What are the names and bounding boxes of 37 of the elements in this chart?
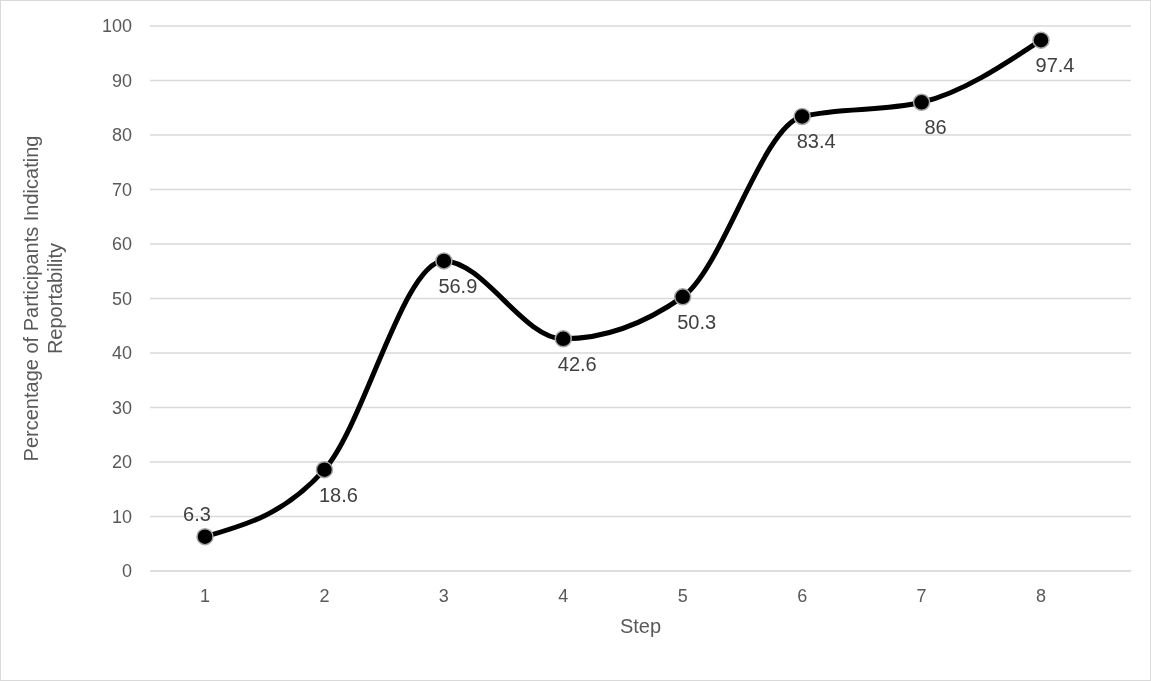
point: [673, 288, 692, 306]
y-tick-label: 10: [111, 506, 132, 527]
x-tick-label: 7: [916, 585, 927, 606]
point: [315, 460, 334, 479]
data-label: 42.6: [557, 352, 597, 375]
x-tick-label: 8: [1035, 585, 1047, 606]
y-axis-title: Percentage of Participants Indicating Reportability: [20, 135, 66, 462]
x-tick-label: 2: [319, 585, 330, 606]
y-tick-label: 40: [111, 343, 132, 364]
data-label: 50.3: [677, 310, 717, 333]
data-label: 83.4: [796, 130, 836, 153]
y-tick-label: 70: [111, 179, 132, 200]
y-tick-label: 30: [111, 397, 132, 418]
data-label: 18.6: [318, 483, 358, 506]
point: [793, 107, 811, 126]
x-tick-label: 5: [677, 585, 688, 606]
data-label: 86: [924, 116, 947, 139]
x-tick-label: 4: [558, 585, 569, 606]
point: [196, 527, 214, 546]
point: [435, 252, 453, 270]
y-tick-label: 80: [111, 125, 132, 146]
y-tick-label: 90: [111, 70, 132, 91]
y-tick-label: 100: [101, 16, 132, 37]
y-tick-label: 20: [111, 452, 132, 473]
y-tick-label: 50: [111, 288, 132, 309]
data-label: 97.4: [1035, 54, 1075, 77]
y-tick-label: 0: [121, 561, 132, 582]
data-label: 56.9: [438, 274, 478, 297]
x-tick-label: 3: [438, 585, 449, 606]
point: [912, 93, 931, 112]
y-tick-label: 60: [111, 234, 132, 255]
x-tick-label: 6: [797, 585, 808, 606]
data-label: 6.3: [183, 502, 211, 525]
x-tick-label: 1: [199, 585, 211, 606]
x-axis-title: Step: [619, 615, 662, 637]
point: [1032, 31, 1050, 49]
point: [554, 330, 573, 348]
